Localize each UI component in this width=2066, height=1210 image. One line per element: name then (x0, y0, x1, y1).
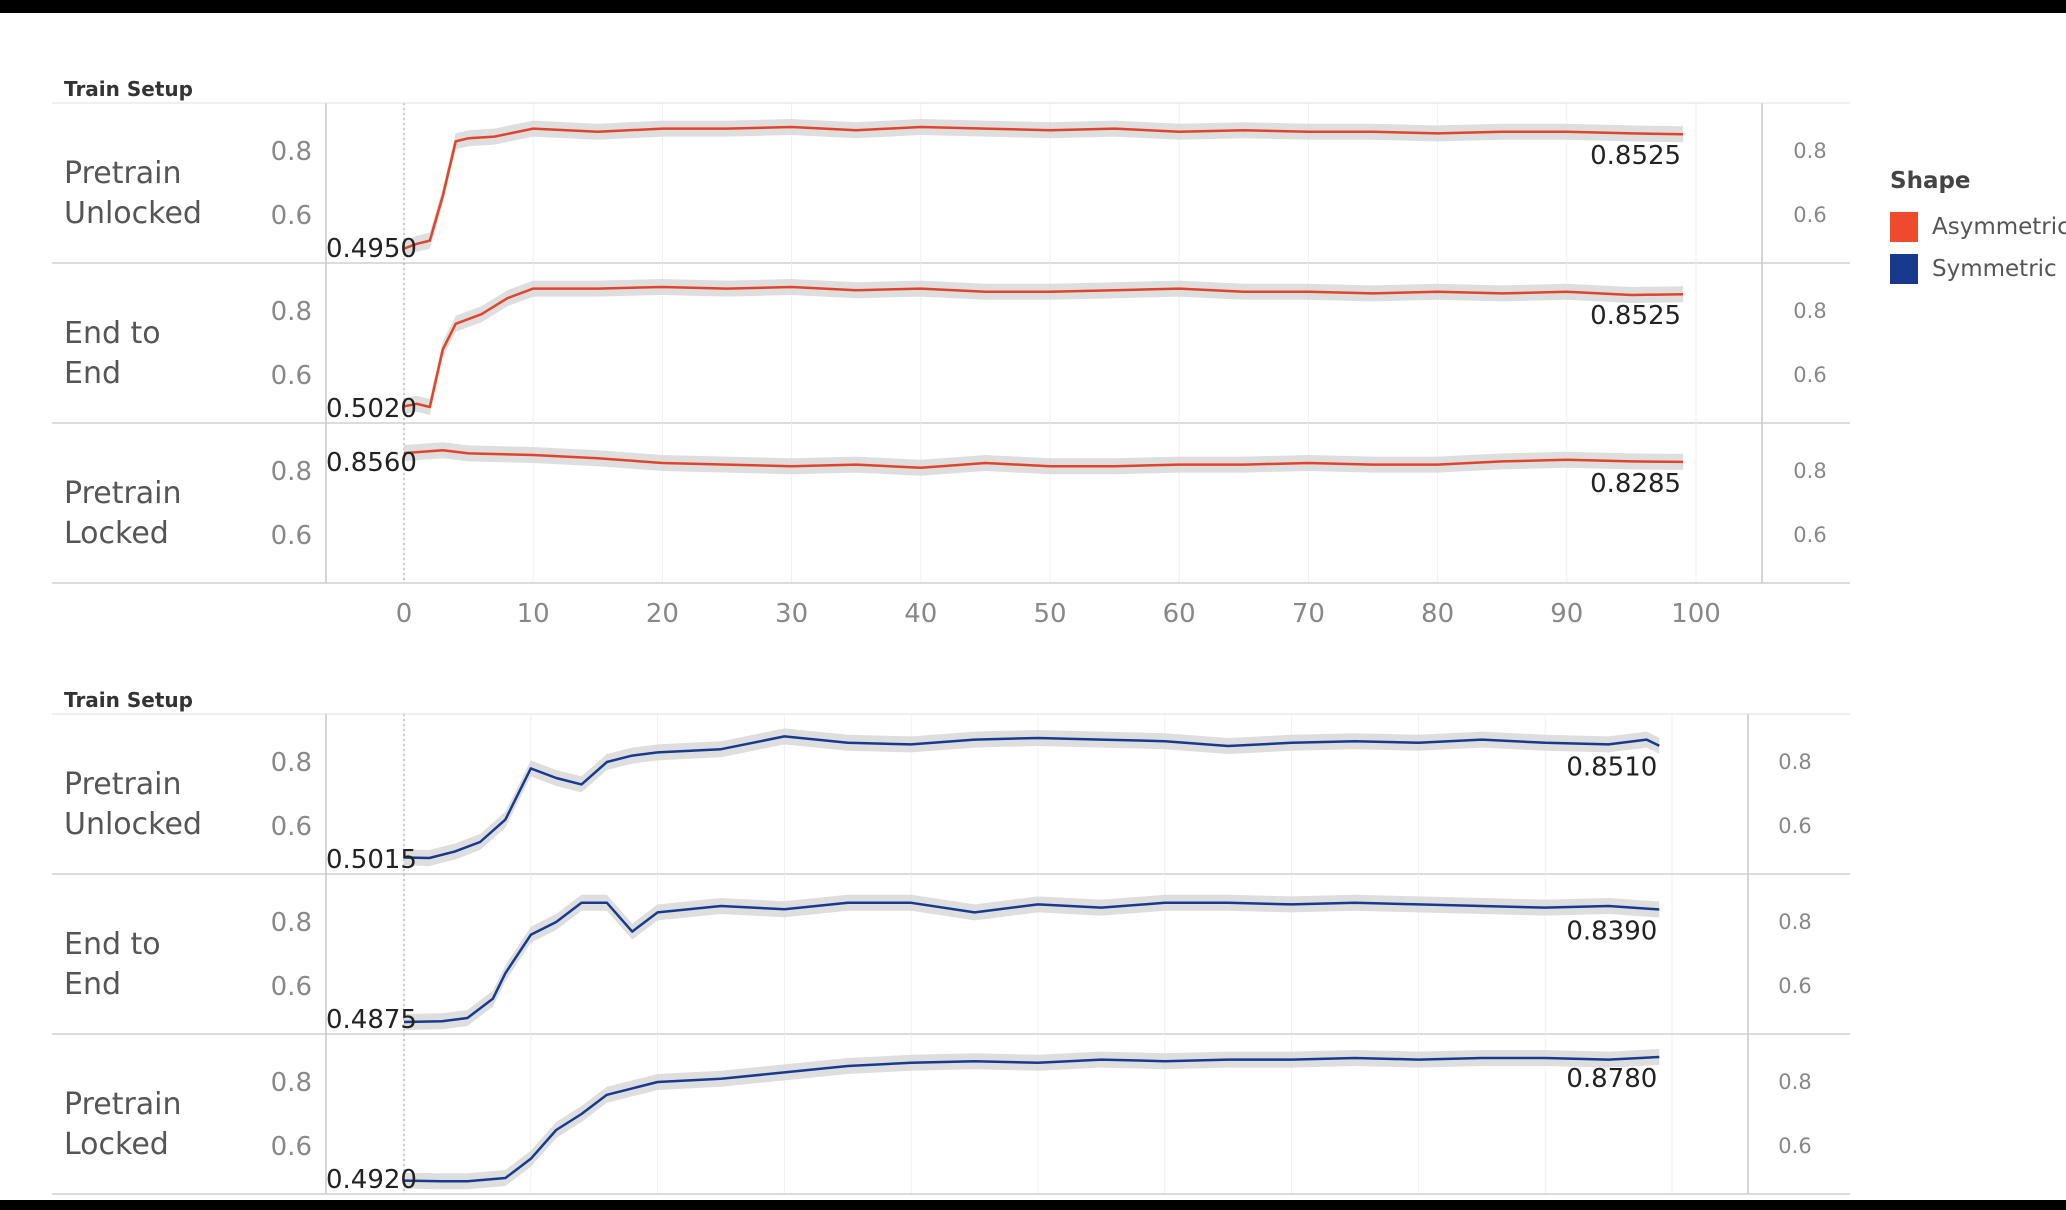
y-tick-label-left: 0.6 (271, 812, 312, 842)
y-tick-label-left: 0.6 (271, 972, 312, 1002)
bottom-black-bar (0, 1200, 2066, 1210)
x-tick-label: 90 (1550, 599, 1583, 629)
y-tick-label-right: 0.6 (1793, 203, 1826, 227)
legend-label-symmetric: Symmetric (1932, 256, 2057, 282)
x-tick-label: 10 (517, 599, 550, 629)
x-tick-label: 70 (1292, 599, 1325, 629)
start-value-label: 0.4920 (326, 1165, 417, 1195)
panel-label: Pretrain Locked (64, 1087, 182, 1162)
y-tick-label-left: 0.6 (271, 361, 312, 391)
x-tick-label: 50 (1033, 599, 1066, 629)
y-tick-label-right: 0.8 (1793, 139, 1826, 163)
panel-label: End to End (64, 927, 161, 1002)
y-tick-label-left: 0.8 (271, 137, 312, 167)
start-value-label: 0.4950 (326, 234, 417, 264)
x-tick-label: 100 (1671, 599, 1721, 629)
y-tick-label-left: 0.8 (271, 908, 312, 938)
confidence-band (404, 119, 1684, 257)
legend-label-asymmetric: Asymmetric (1932, 214, 2066, 240)
end-value-label: 0.8780 (1566, 1064, 1657, 1094)
panel-end-to-end: End to End 0.6 0.6 0.8 0.8 0.4875 0.8390 (52, 874, 1850, 1035)
legend-swatch-asymmetric (1890, 212, 1918, 242)
y-tick-label-right: 0.8 (1778, 750, 1811, 774)
y-tick-label-right: 0.8 (1778, 910, 1811, 934)
confidence-band (404, 442, 1684, 476)
panel-pretrain-unlocked: Pretrain Unlocked 0.6 0.6 0.8 0.8 0.5015 0.8510 (52, 713, 1850, 875)
y-tick-label-right: 0.6 (1778, 814, 1811, 838)
y-tick-label-left: 0.8 (271, 1068, 312, 1098)
y-tick-label-right: 0.8 (1793, 459, 1826, 483)
end-value-label: 0.8285 (1590, 469, 1681, 499)
end-value-label: 0.8525 (1590, 141, 1681, 171)
end-value-label: 0.8510 (1566, 753, 1657, 783)
chart-title: Train Setup (64, 77, 193, 101)
end-value-label: 0.8525 (1590, 301, 1681, 331)
y-tick-label-right: 0.6 (1793, 363, 1826, 387)
panel-end-to-end: End to End 0.6 0.6 0.8 0.8 0.5020 0.8525 (52, 263, 1850, 424)
start-value-label: 0.5015 (326, 845, 417, 875)
panel-label: Pretrain Unlocked (64, 767, 202, 842)
legend-item-asymmetric[interactable]: Asymmetric (1890, 206, 2066, 248)
panel-label: Pretrain Locked (64, 476, 182, 551)
y-tick-label-left: 0.8 (271, 297, 312, 327)
y-tick-label-left: 0.6 (271, 521, 312, 551)
series-line (403, 1055, 1660, 1183)
panel-label: Pretrain Unlocked (64, 156, 202, 231)
series-line (403, 125, 1684, 250)
start-value-label: 0.8560 (326, 448, 417, 478)
series-line (403, 448, 1684, 470)
legend: Shape Asymmetric Symmetric (1890, 168, 2066, 290)
y-tick-label-right: 0.6 (1793, 523, 1826, 547)
y-tick-label-right: 0.6 (1778, 1134, 1811, 1158)
x-tick-label: 30 (775, 599, 808, 629)
panel-pretrain-locked: Pretrain Locked 0.6 0.6 0.8 0.8 0.8560 0.8285 (52, 423, 1850, 584)
start-value-label: 0.5020 (326, 394, 417, 424)
chart-title: Train Setup (64, 688, 193, 712)
panel-label: End to End (64, 316, 161, 391)
confidence-band (404, 279, 1684, 415)
chart-asymmetric: Train Setup Pretrain Unlocked 0.6 0.6 0.8 0.8 0… (52, 77, 1850, 629)
chart-symmetric: Train Setup Pretrain Unlocked 0.6 0.6 0.8 0.8 0… (52, 688, 1850, 1195)
y-tick-label-left: 0.6 (271, 201, 312, 231)
x-tick-label: 0 (396, 599, 413, 629)
y-tick-label-right: 0.8 (1793, 299, 1826, 323)
y-tick-label-left: 0.8 (271, 457, 312, 487)
x-tick-label: 80 (1421, 599, 1454, 629)
y-tick-label-left: 0.8 (271, 748, 312, 778)
end-value-label: 0.8390 (1566, 917, 1657, 947)
panel-pretrain-locked: Pretrain Locked 0.6 0.6 0.8 0.8 0.4920 0.8780 (52, 1034, 1850, 1195)
y-tick-label-right: 0.6 (1778, 974, 1811, 998)
x-tick-label: 60 (1163, 599, 1196, 629)
confidence-band (404, 1049, 1660, 1190)
top-black-bar (0, 0, 2066, 13)
y-tick-label-right: 0.8 (1778, 1070, 1811, 1094)
legend-title: Shape (1890, 168, 1971, 194)
start-value-label: 0.4875 (326, 1005, 417, 1035)
series-line (403, 285, 1684, 409)
confidence-band (404, 894, 1660, 1030)
y-tick-label-left: 0.6 (271, 1132, 312, 1162)
x-tick-label: 20 (646, 599, 679, 629)
series-line (403, 735, 1660, 860)
confidence-band (404, 728, 1660, 866)
legend-swatch-symmetric (1890, 254, 1918, 284)
series-line (403, 901, 1660, 1024)
panel-pretrain-unlocked: Pretrain Unlocked 0.6 0.6 0.8 0.8 0.4950 0.8525 (52, 102, 1850, 264)
x-tick-label: 40 (904, 599, 937, 629)
legend-item-symmetric[interactable]: Symmetric (1890, 248, 2066, 290)
